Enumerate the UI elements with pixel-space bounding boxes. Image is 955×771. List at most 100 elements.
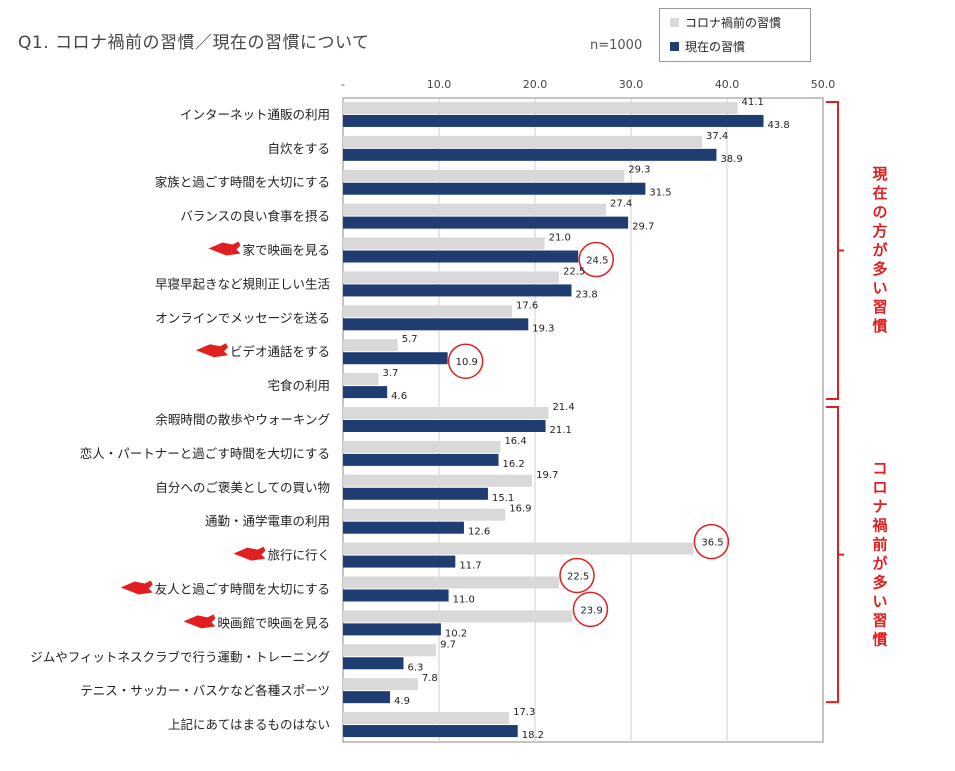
category-label: 宅食の利用: [267, 378, 330, 393]
value-label: 21.0: [549, 233, 571, 244]
bar-now: [343, 114, 764, 127]
bar-before: [343, 271, 559, 284]
value-label: 36.5: [701, 538, 723, 549]
bar-now: [343, 318, 529, 331]
value-label: 9.7: [440, 639, 456, 650]
value-label: 37.4: [706, 131, 728, 142]
value-label: 41.1: [742, 97, 764, 108]
bar-now: [343, 216, 629, 229]
bracket-label-char: 習: [872, 612, 887, 630]
category-label: バランスの良い食事を摂る: [180, 209, 330, 224]
value-label: 10.2: [445, 628, 467, 639]
value-label: 29.7: [632, 222, 654, 233]
highlight-circle: [447, 343, 484, 379]
bar-before: [343, 644, 437, 657]
pointing-hand-icon: [195, 343, 228, 358]
bracket-label-char: 在: [872, 184, 887, 202]
value-label: 7.8: [422, 673, 438, 684]
value-label: 17.6: [516, 300, 538, 311]
value-label: 16.2: [503, 459, 525, 470]
legend-swatch-before: [670, 18, 679, 27]
bar-before: [343, 339, 398, 352]
bar-before: [343, 474, 533, 487]
bracket-label-char: い: [872, 593, 887, 611]
bracket-label-char: 現: [872, 165, 887, 183]
value-label: 11.0: [453, 594, 475, 605]
bar-before: [343, 135, 703, 148]
category-label: 自炊をする: [267, 141, 330, 156]
bracket-label-char: ナ: [872, 498, 887, 516]
bar-now: [343, 623, 441, 636]
x-tick-label: 50.0: [811, 78, 836, 91]
value-label: 15.1: [492, 493, 514, 504]
bar-before: [343, 169, 625, 182]
value-label: 19.7: [536, 470, 558, 481]
bracket-label-char: コ: [872, 460, 887, 478]
x-tick-label: 30.0: [619, 78, 644, 91]
x-tick-label: 20.0: [523, 78, 548, 91]
bar-before: [343, 678, 418, 691]
bar-before: [343, 373, 379, 386]
category-label: 友人と過ごす時間を大切にする: [155, 581, 330, 596]
bracket-label-char: 多: [872, 574, 887, 592]
bracket-label-char: の: [872, 203, 887, 221]
value-label: 23.9: [580, 605, 602, 616]
category-label: 自分へのご褒美としての買い物: [155, 480, 330, 495]
highlight-circle: [572, 591, 609, 628]
category-label: オンラインでメッセージを送る: [155, 310, 330, 325]
value-label: 43.8: [767, 120, 789, 131]
category-label: ビデオ通話をする: [230, 344, 330, 359]
value-label: 10.9: [456, 357, 478, 368]
bar-before: [343, 508, 506, 521]
category-label: 通勤・通学電車の利用: [205, 514, 330, 529]
category-label: ジムやフィットネスクラブで行う運動・トレーニング: [30, 649, 330, 664]
pointing-hand-icon: [233, 546, 266, 561]
bar-now: [343, 589, 449, 602]
value-label: 29.3: [628, 165, 650, 176]
value-label: 3.7: [383, 368, 399, 379]
group-bracket: [826, 406, 844, 704]
value-label: 16.4: [504, 436, 526, 447]
category-label: 恋人・パートナーと過ごす時間を大切にする: [80, 446, 330, 461]
bar-before: [343, 305, 512, 318]
bracket-label-char: ロ: [872, 479, 887, 497]
bar-now: [343, 555, 456, 568]
chart-title: Q1. コロナ禍前の習慣／現在の習慣について: [18, 33, 370, 53]
x-tick-label: 40.0: [715, 78, 740, 91]
bar-before: [343, 237, 545, 250]
pointing-hand-icon: [208, 241, 241, 256]
bar-before: [343, 576, 559, 589]
value-label: 4.6: [391, 391, 407, 402]
bracket-label-char: 禍: [871, 517, 887, 535]
bar-now: [343, 352, 448, 365]
value-label: 27.4: [610, 199, 632, 210]
bar-now: [343, 182, 646, 195]
bar-before: [343, 610, 573, 623]
category-label: 早寝早起きなど規則正しい生活: [155, 276, 330, 291]
bar-before: [343, 101, 738, 114]
bar-before: [343, 542, 694, 555]
bar-before: [343, 407, 549, 419]
value-label: 4.9: [394, 696, 410, 707]
bar-before: [343, 712, 510, 725]
highlight-circle: [559, 557, 595, 594]
category-label: 映画館で映画を見る: [217, 615, 330, 630]
legend-swatch-now: [670, 42, 679, 51]
legend-label-now: 現在の習慣: [685, 40, 746, 54]
bracket-label-char: 多: [872, 260, 887, 278]
x-tick-label: -: [341, 78, 345, 91]
category-label: 旅行に行く: [267, 548, 330, 563]
value-label: 22.5: [563, 266, 585, 277]
value-label: 12.6: [468, 527, 490, 538]
bar-now: [343, 420, 546, 432]
category-label: 家で映画を見る: [242, 243, 330, 258]
bar-before: [343, 440, 501, 453]
value-label: 24.5: [586, 256, 608, 267]
highlight-circle: [693, 523, 730, 560]
sample-size: n=1000: [590, 38, 643, 53]
legend-item-before: コロナ禍前の習慣: [670, 15, 781, 31]
bracket-label-char: 前: [872, 536, 887, 554]
bracket-label-char: 慣: [872, 317, 887, 335]
category-label: 上記にあてはまるものはない: [168, 717, 330, 732]
